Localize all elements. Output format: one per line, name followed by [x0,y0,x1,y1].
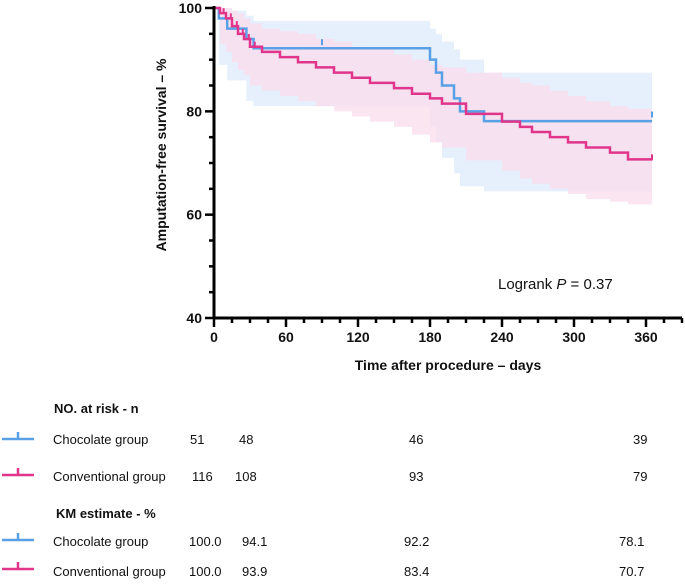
risk-row-chocolate-label: Chocolate group [53,432,149,447]
risk-row-chocolate-day0: 51 [190,432,205,447]
x-tick-label: 60 [278,329,294,345]
km-survival-chart: 40 60 80 100 0 60 120 180 240 300 360 Amputation-f… [153,0,684,373]
y-tick-label: 40 [186,310,202,326]
risk-row-conventional-label: Conventional group [53,469,166,484]
confidence-bands [214,8,652,205]
km-row-conventional-day0: 100.0 [189,564,222,579]
conventional-ci-band [214,8,652,205]
km-row-chocolate-day30: 94.1 [242,534,268,549]
chocolate-km-line-icon [2,533,34,542]
risk-row-conventional-day180: 93 [409,469,424,484]
km-row-conventional-label: Conventional group [53,564,166,579]
km-row-conventional-day360: 70.7 [619,564,645,579]
km-row-chocolate-label: Chocolate group [53,534,149,549]
x-tick-label: 0 [210,329,218,345]
km-row-chocolate-day180: 92.2 [404,534,430,549]
conventional-line-icon [2,468,34,477]
km-row-chocolate-day360: 78.1 [619,534,645,549]
chocolate-survival-line [214,6,652,123]
y-tick-label: 60 [186,207,202,223]
axes: 40 60 80 100 0 60 120 180 240 300 360 [179,0,684,345]
risk-row-conventional-day0: 116 [192,469,213,484]
survival-curves [214,6,653,161]
risk-table-header: NO. at risk - n [54,401,139,416]
x-tick-label: 120 [346,329,370,345]
risk-row-chocolate-day360: 39 [633,432,648,447]
x-tick-label: 360 [634,329,658,345]
x-axis-label: Time after procedure – days [355,357,542,373]
risk-row-conventional-day360: 79 [633,469,648,484]
y-axis-label: Amputation-free survival – % [153,58,169,251]
risk-row-chocolate-day30: 48 [239,432,254,447]
x-tick-label: 240 [490,329,514,345]
km-row-conventional-day30: 93.9 [242,564,268,579]
km-row-chocolate-day0: 100.0 [189,534,222,549]
y-tick-label: 80 [186,103,202,119]
risk-row-chocolate-day180: 46 [409,432,424,447]
logrank-annotation: Logrank P = 0.37 [498,276,613,293]
risk-row-conventional-day30: 108 [235,469,257,484]
x-tick-label: 180 [418,329,442,345]
x-tick-label: 300 [562,329,586,345]
chocolate-line-icon [2,432,34,441]
y-tick-label: 100 [179,0,203,16]
km-row-conventional-day180: 83.4 [404,564,430,579]
km-table-header: KM estimate - % [56,506,156,521]
conventional-km-line-icon [2,562,34,571]
